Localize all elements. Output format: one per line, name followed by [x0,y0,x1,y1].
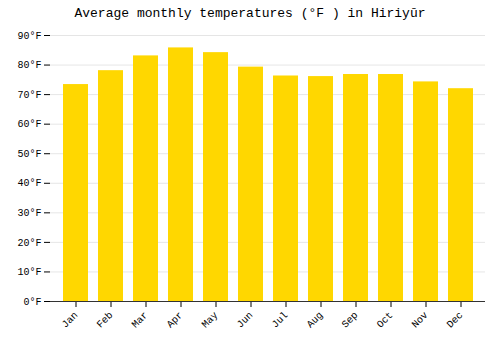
svg-text:0°F: 0°F [23,297,41,308]
svg-text:10°F: 10°F [17,267,41,278]
svg-text:20°F: 20°F [17,238,41,249]
svg-text:80°F: 80°F [17,60,41,71]
svg-text:70°F: 70°F [17,90,41,101]
svg-text:60°F: 60°F [17,119,41,130]
svg-text:Feb: Feb [95,310,116,331]
svg-text:40°F: 40°F [17,178,41,189]
svg-text:Mar: Mar [130,310,151,331]
svg-text:Jan: Jan [60,310,81,331]
svg-text:Oct: Oct [375,310,396,331]
svg-text:Apr: Apr [165,310,186,331]
svg-text:Jun: Jun [235,310,256,331]
svg-text:Aug: Aug [305,310,326,331]
svg-text:30°F: 30°F [17,208,41,219]
svg-text:May: May [200,310,221,331]
svg-text:50°F: 50°F [17,149,41,160]
html-text:Average monthly temperatures (: Average monthly temperatures (°F ) in Hi… [74,6,426,21]
svg-text:Dec: Dec [445,310,466,331]
svg-text:Jul: Jul [270,310,291,331]
svg-text:Sep: Sep [340,310,361,331]
svg-text:Nov: Nov [410,310,431,331]
svg-text:90°F: 90°F [17,31,41,42]
